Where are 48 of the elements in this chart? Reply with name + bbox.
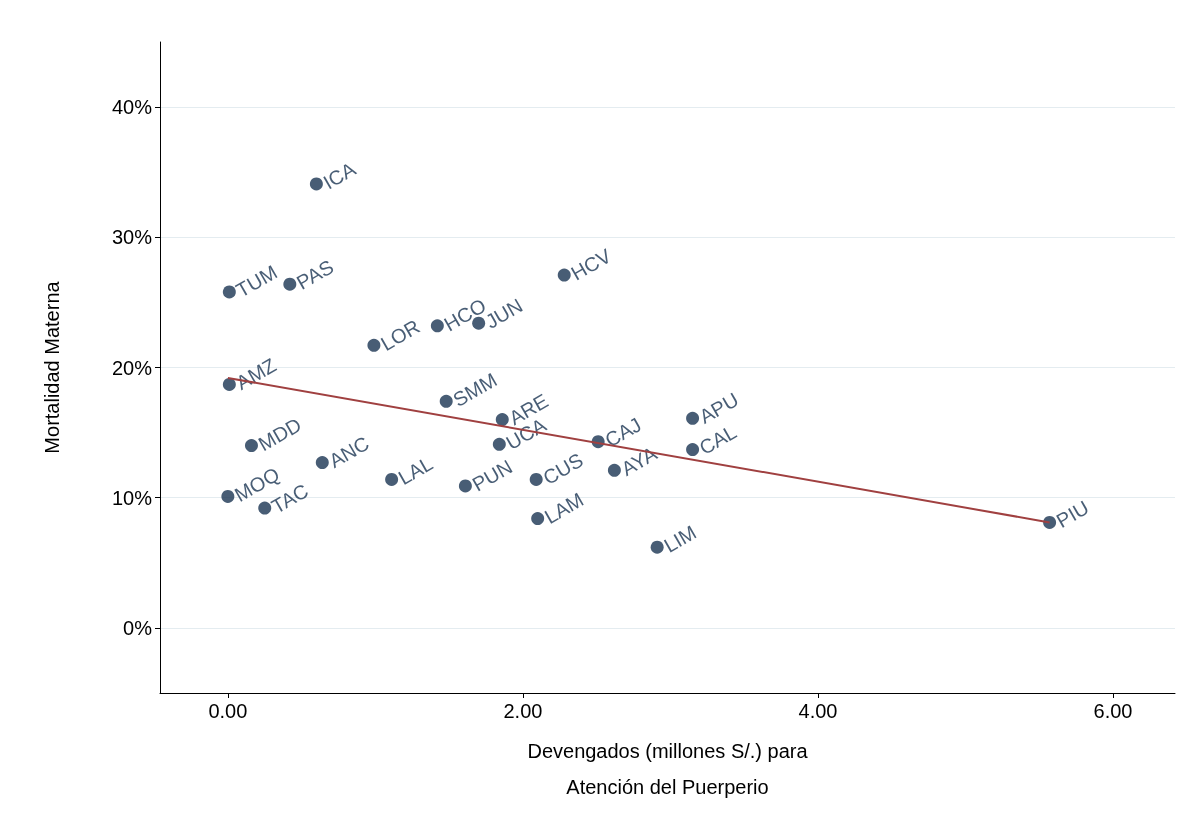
point: [315, 456, 329, 470]
point: [529, 472, 543, 486]
point: [557, 268, 571, 282]
point: [222, 377, 236, 391]
point: [607, 463, 621, 477]
point: [650, 540, 664, 554]
data-label: PAS: [292, 255, 338, 294]
data-label: LIM: [660, 520, 701, 557]
x-tick-label: 4.00: [798, 700, 838, 722]
point: [492, 437, 506, 451]
point: [430, 319, 444, 333]
x-tick-label: 2.00: [503, 700, 543, 722]
data-label: HCV: [567, 244, 616, 285]
x-axis-title: Devengados (millones S/.) para Atención del Puerperio: [527, 740, 809, 798]
point: [439, 394, 453, 408]
y-tick-label: 0%: [123, 616, 153, 639]
point: [244, 439, 258, 453]
point: [686, 443, 700, 457]
data-label: LOR: [376, 315, 424, 355]
y-tick-label: 10%: [111, 486, 153, 509]
point: [222, 285, 236, 299]
data-label: CUS: [539, 448, 587, 489]
data-label: ICA: [319, 157, 360, 194]
y-tick-label: 40%: [111, 96, 153, 119]
y-axis-title: Mortalidad Materna: [41, 280, 63, 454]
point: [309, 177, 323, 191]
point: [531, 512, 545, 526]
data-label: PUN: [468, 455, 516, 496]
x-tick-label: 0.00: [208, 700, 248, 722]
point: [686, 411, 700, 425]
point: [385, 472, 399, 486]
data-label: SMM: [449, 368, 501, 411]
data-label: LAM: [540, 488, 588, 529]
point: [283, 277, 297, 291]
data-label: ANC: [325, 431, 373, 473]
data-label: PIU: [1052, 496, 1093, 532]
data-label: MDD: [254, 413, 305, 456]
data-label: CAJ: [601, 413, 645, 452]
point: [221, 489, 235, 503]
data-label: LAL: [394, 452, 437, 489]
data-label: TUM: [232, 260, 281, 302]
point: [458, 479, 472, 493]
y-tick-label: 30%: [111, 226, 153, 249]
point: [367, 338, 381, 352]
data-label: APU: [695, 388, 743, 428]
x-tick-label: 6.00: [1093, 700, 1133, 722]
y-tick-label: 20%: [111, 356, 153, 379]
data-label: AMZ: [232, 353, 280, 394]
